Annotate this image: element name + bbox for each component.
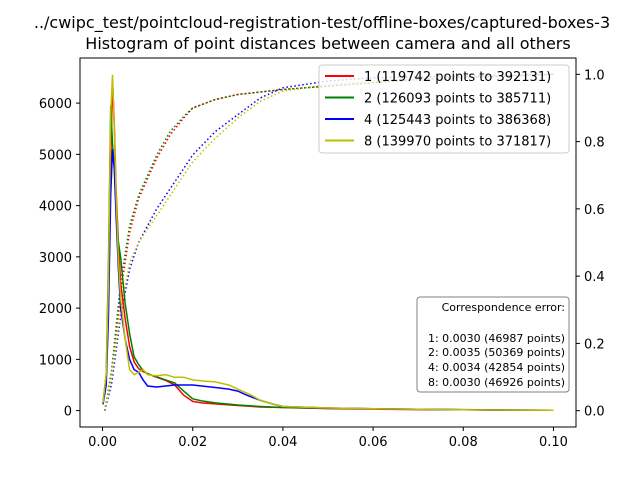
plot-frame: [79, 57, 577, 428]
annotation-line: 4: 0.0034 (42854 points): [428, 361, 565, 374]
chart-title: ../cwipc_test/pointcloud-registration-te…: [34, 13, 610, 33]
y2-tick-label: 1.0: [584, 68, 605, 83]
histogram-lines: [102, 74, 554, 412]
legend: 1 (119742 points to 392131) 2 (126093 poi…: [318, 64, 570, 154]
y2-tick-label: 0.4: [584, 270, 605, 285]
y-tick-label: 0: [64, 405, 72, 420]
x-tick-label: 0.02: [178, 435, 207, 450]
annotation-line: 2: 0.0035 (50369 points): [428, 346, 565, 359]
x-tick-label: 0.04: [268, 435, 297, 450]
y2-tick-label: 0.8: [584, 136, 605, 151]
annotation-line: 8: 0.0030 (46926 points): [428, 376, 565, 389]
annotation-frame: [416, 296, 570, 393]
x-tick-label: 0.10: [539, 435, 568, 450]
x-axis: 0.00 0.02 0.04 0.06 0.08 0.10: [88, 427, 568, 450]
legend-label: 4 (125443 points to 386368): [364, 113, 551, 128]
legend-box: [318, 64, 570, 154]
legend-label: 1 (119742 points to 392131): [364, 70, 551, 85]
y-tick-label: 4000: [39, 200, 72, 215]
annotation-line: 1: 0.0030 (46987 points): [428, 332, 565, 345]
y2-tick-label: 0.0: [584, 405, 605, 420]
x-tick-label: 0.06: [359, 435, 388, 450]
y2-tick-label: 0.6: [584, 203, 605, 218]
histogram-series-4: [102, 74, 554, 412]
y-axis-right: 0.0 0.2 0.4 0.6 0.8 1.0: [576, 68, 605, 420]
x-tick-label: 0.08: [449, 435, 478, 450]
y-tick-label: 3000: [39, 251, 72, 266]
y2-tick-label: 0.2: [584, 337, 605, 352]
chart-subtitle: Histogram of point distances between cam…: [85, 34, 570, 53]
legend-label: 2 (126093 points to 385711): [364, 92, 551, 107]
cumulative-series-4: [104, 73, 554, 411]
y-tick-label: 5000: [39, 148, 72, 163]
annotation-title: Correspondence error:: [442, 301, 565, 314]
y-tick-label: 6000: [39, 97, 72, 112]
x-tick-label: 0.00: [88, 435, 117, 450]
y-tick-label: 2000: [39, 302, 72, 317]
y-axis-left: 0 1000 2000 3000 4000 5000 6000: [39, 97, 80, 420]
annotation-box: Correspondence error: 1: 0.0030 (46987 p…: [416, 296, 570, 393]
y-tick-label: 1000: [39, 353, 72, 368]
legend-label: 8 (139970 points to 371817): [364, 135, 551, 150]
